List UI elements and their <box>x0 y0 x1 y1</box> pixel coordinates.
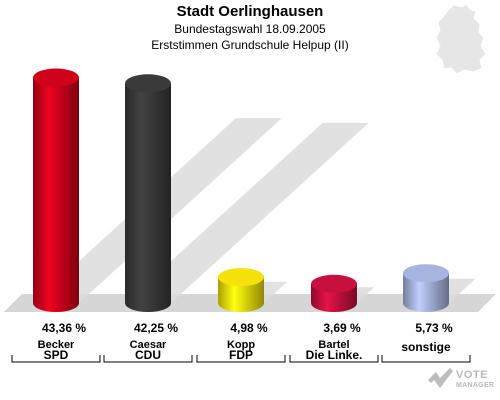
bar-top-4 <box>403 264 449 283</box>
germany-map-icon <box>424 2 498 76</box>
logo-text-manager: MANAGER <box>456 382 495 389</box>
bar-top-1 <box>125 74 171 93</box>
candidate-label: Bartel <box>318 339 349 351</box>
party-label: FDP <box>229 348 253 362</box>
party-bracket <box>11 355 101 363</box>
value-label: 43,36 % <box>42 321 86 335</box>
party-label: CDU <box>135 348 161 362</box>
candidate-label: Kopp <box>227 339 255 351</box>
party-label: Die Linke. <box>306 348 363 362</box>
bar-spd <box>33 77 79 312</box>
value-label: 42,25 % <box>134 321 178 335</box>
party-bracket <box>196 355 286 363</box>
bar-cdu <box>125 83 171 312</box>
value-label: 5,73 % <box>415 321 453 335</box>
chart-title: Stadt Oerlinghausen <box>176 3 324 20</box>
candidate-label: Caesar <box>130 339 167 351</box>
candidate-label: Becker <box>38 339 75 351</box>
party-label: SPD <box>44 348 69 362</box>
bar-top-0 <box>33 68 79 87</box>
value-label: 3,69 % <box>323 321 361 335</box>
party-bracket <box>381 355 471 363</box>
bar-top-2 <box>218 268 264 287</box>
party-label: sonstige <box>401 340 451 354</box>
logo-text-vote: VOTE <box>456 369 488 381</box>
party-bracket <box>103 355 193 363</box>
bar-sonstige <box>403 273 449 312</box>
vote-manager-check-icon <box>428 368 453 388</box>
chart-subtitle-date: Bundestagswahl 18.09.2005 <box>174 22 326 36</box>
bar-top-3 <box>311 274 357 293</box>
value-label: 4,98 % <box>230 321 268 335</box>
chart-subtitle-district: Erststimmen Grundschule Helpup (II) <box>151 38 349 52</box>
bar-fdp <box>218 277 264 312</box>
bar-shadow-1 <box>125 122 369 303</box>
party-bracket <box>289 355 379 363</box>
bars <box>33 68 449 312</box>
vote-manager-logo: VOTE MANAGER <box>426 366 498 396</box>
